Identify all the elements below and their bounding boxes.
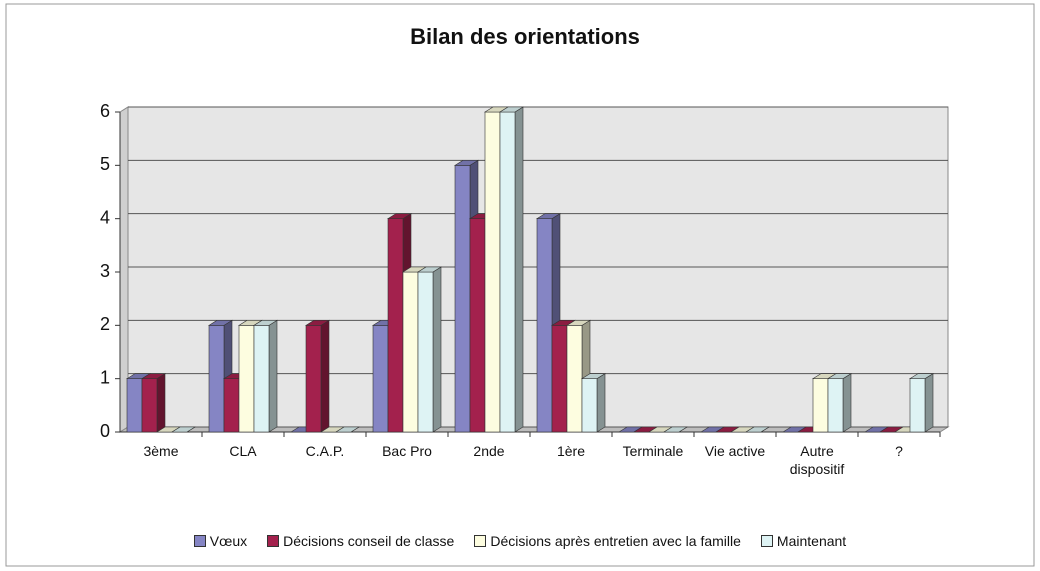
bar-side [842,373,852,433]
x-tick-label: ? [895,443,903,459]
bar-side [596,373,606,433]
x-tick-label: 3ème [143,443,179,459]
bar-top [453,160,480,166]
x-tick-label: 2nde [473,443,505,459]
bar-top [252,320,279,326]
bar [484,111,501,433]
bar-top [744,426,771,433]
x-tick-label: Bac Pro [382,443,432,459]
x-tick-label: Vie active [704,443,766,459]
bar [812,378,829,433]
y-tick-label: 2 [100,314,110,334]
bar-side [432,266,442,433]
bar-top [170,426,197,433]
bar [566,325,583,433]
bar [372,325,389,433]
y-tick-label: 0 [100,421,110,441]
bar-side [924,373,934,433]
legend-swatch [760,535,773,547]
legend-item: Décisions après entretien avec la famill… [474,533,741,549]
bar [827,378,844,433]
bar [253,325,270,433]
bar-top [140,373,167,379]
legend-swatch [193,535,206,547]
legend-label: Maintenant [776,533,847,549]
bar [238,325,255,433]
x-tick-label: CLA [229,443,257,459]
legend-label: Décisions conseil de classe [283,533,455,549]
legend-item: Décisions conseil de classe [267,533,454,549]
bar [536,218,553,433]
y-tick-label: 5 [100,154,110,174]
bar-side [514,106,524,433]
bar [402,271,419,433]
bar-top [908,373,935,379]
bar-top [386,213,413,219]
bar-top [580,373,607,379]
legend-swatch [474,535,487,547]
bar [469,218,486,433]
bar-top [662,426,689,433]
y-tick-label: 4 [100,207,110,227]
legend: Vœux Décisions conseil de classe Décisions… [0,533,1040,549]
y-tick-label: 1 [100,367,110,387]
legend-label: Vœux [209,533,248,549]
bar [909,378,926,433]
y-tick-label: 3 [100,261,110,281]
frame [5,3,1035,567]
bar [387,218,404,433]
bar-top [565,320,592,326]
bar-side [320,319,330,433]
bar-top [416,266,443,273]
legend-label: Décisions après entretien avec la famill… [490,533,741,549]
bar [454,165,471,433]
bar-top [334,426,361,433]
bar-side [268,319,278,433]
x-tick-label: C.A.P. [305,443,345,459]
bar [126,378,143,433]
legend-item: Maintenant [760,533,847,549]
bar [417,271,434,433]
chart-title: Bilan des orientations [410,24,640,49]
x-tick-label: Autre dispositif [789,443,845,477]
legend-item: Vœux [193,533,248,549]
bar-top [498,106,525,113]
x-tick-label: 1ère [556,443,586,459]
y-tick-label: 6 [100,101,110,121]
bar [141,378,158,433]
bar [208,325,225,433]
bar [581,378,598,433]
bar [305,325,322,433]
bar-top [207,320,234,326]
legend-swatch [267,535,280,547]
bar [223,378,240,433]
bar-side [156,373,166,433]
bar-top [826,373,853,379]
x-tick-label: Terminale [622,443,684,459]
bar [551,325,568,433]
bar-top [304,320,331,326]
bar-top [535,213,562,219]
bar [499,111,516,433]
